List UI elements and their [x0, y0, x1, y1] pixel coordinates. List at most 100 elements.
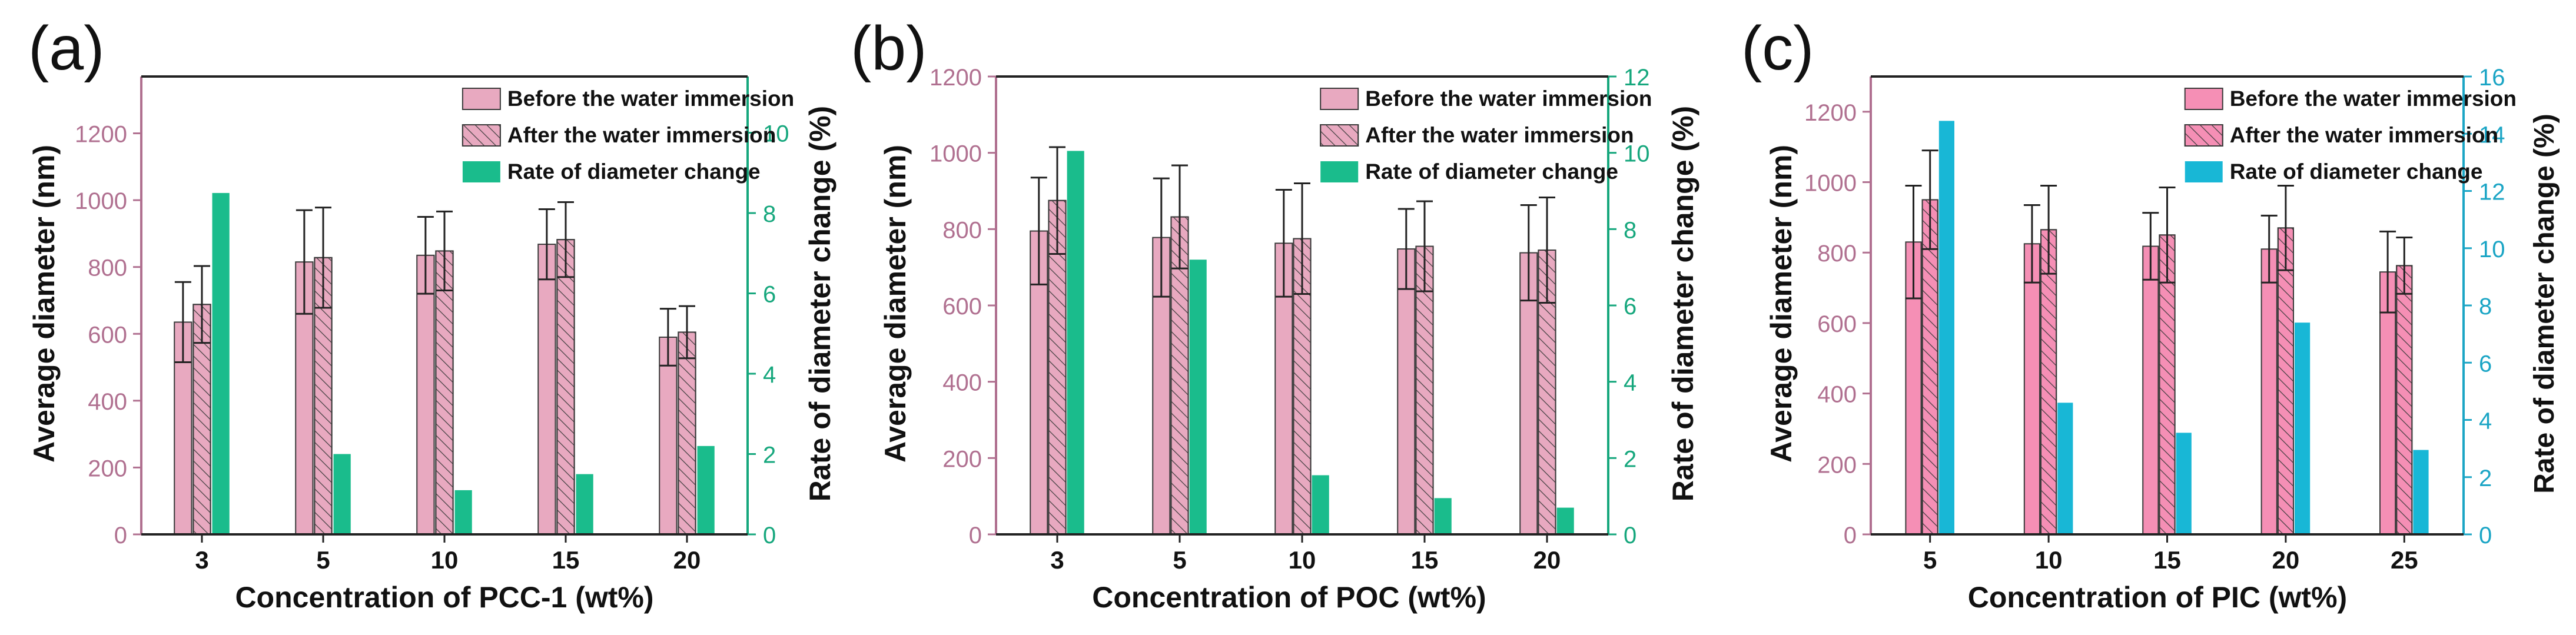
panel-c-plot: 5 10 15 20 25 0 200 400 600 800 1000 1200 0 2 4 6 8 10 12 1…	[1804, 65, 2517, 574]
y-tick-label-left: 400	[1817, 382, 1857, 408]
x-tick-label: 15	[2153, 546, 2181, 574]
legend-swatch	[1320, 161, 1359, 182]
legend-label: Before the water immersion	[507, 87, 794, 111]
x-tick-label: 15	[1411, 546, 1439, 574]
bar	[1189, 260, 1207, 534]
panel-a-plot: 3 5 10 15 200200400600800100012000246810Befo…	[75, 75, 794, 574]
y-tick-label-right: 4	[763, 362, 776, 388]
legend-label: Rate of diameter change	[507, 159, 761, 184]
bar	[2295, 323, 2311, 534]
y-tick-label-right: 8	[1624, 217, 1636, 243]
panel-b: (b) 3 5 10 15 200200400600800100012000246810…	[851, 14, 1699, 614]
y-tick-label-right: 4	[2479, 408, 2492, 434]
legend-label: Rate of diameter change	[1365, 159, 1618, 184]
y-tick-label-left: 1200	[75, 122, 127, 148]
bar	[454, 490, 472, 534]
panel-label: (c)	[1741, 14, 1814, 83]
y-tick-label-right: 16	[2479, 65, 2505, 91]
x-tick-label: 5	[316, 546, 330, 574]
y-tick-label-left: 200	[1817, 452, 1857, 478]
bar	[416, 254, 435, 535]
bar	[2413, 450, 2429, 534]
y-axis-title-right: Rate of diameter change (%)	[1667, 106, 1699, 501]
legend-label: Rate of diameter change	[2230, 159, 2483, 184]
y-tick-label-left: 800	[942, 217, 982, 243]
bar	[2176, 433, 2192, 534]
y-tick-label-right: 0	[1624, 523, 1636, 548]
y-axis-title-right: Rate of diameter change (%)	[2529, 114, 2560, 493]
y-tick-label-left: 600	[1817, 311, 1857, 337]
x-axis-title: Concentration of POC (wt%)	[1092, 581, 1486, 614]
x-tick-label: 3	[1050, 546, 1064, 574]
y-axis-title-left: Average diameter (nm)	[28, 145, 61, 463]
legend-label: After the water immersion	[1365, 123, 1634, 147]
y-tick-label-right: 2	[763, 443, 776, 468]
y-tick-label-right: 8	[2479, 294, 2492, 320]
bar-hatch	[2277, 227, 2294, 536]
x-tick-label: 10	[431, 546, 459, 574]
y-axis-title-left: Average diameter (nm)	[1765, 145, 1798, 463]
bar-hatch	[1048, 200, 1067, 536]
bar-hatch	[556, 239, 575, 535]
bar	[333, 454, 351, 534]
bar	[2023, 243, 2040, 535]
y-tick-label-right: 8	[763, 201, 776, 227]
x-tick-label: 3	[195, 546, 208, 574]
y-tick-label-left: 1000	[1804, 171, 1857, 197]
y-tick-label-right: 6	[763, 282, 776, 308]
panel-b-plot: 3 5 10 15 20020040060080010001200024681012Be…	[930, 65, 1652, 574]
legend-swatch	[2184, 88, 2223, 110]
bar	[576, 474, 593, 534]
legend-label: After the water immersion	[2230, 123, 2498, 147]
y-tick-label-right: 2	[1624, 446, 1636, 472]
bar	[2379, 271, 2396, 535]
y-tick-label-right: 2	[2479, 466, 2492, 491]
x-tick-label: 10	[1289, 546, 1316, 574]
x-tick-label: 15	[552, 546, 580, 574]
x-axis-title: Concentration of PIC (wt%)	[1968, 581, 2347, 614]
x-tick-label: 25	[2391, 546, 2418, 574]
bar-hatch	[1415, 245, 1434, 535]
bar-hatch	[678, 331, 696, 535]
bar	[697, 446, 715, 534]
x-tick-label: 20	[673, 546, 701, 574]
y-tick-label-left: 600	[942, 294, 982, 320]
bar	[1556, 507, 1574, 534]
bar	[1938, 121, 1954, 534]
y-tick-label-left: 200	[88, 456, 127, 481]
legend-swatch-hatch	[2184, 124, 2223, 147]
y-tick-label-left: 400	[88, 389, 127, 415]
x-tick-label: 20	[2272, 546, 2300, 574]
y-tick-label-right: 12	[2479, 179, 2505, 205]
y-tick-label-left: 800	[88, 255, 127, 281]
x-axis-title: Concentration of PCC-1 (wt%)	[235, 581, 653, 614]
legend-swatch-hatch	[462, 124, 501, 147]
y-tick-label-left: 600	[88, 322, 127, 348]
panel-label: (a)	[28, 14, 105, 83]
bar-hatch	[435, 250, 454, 535]
x-tick-label: 5	[1173, 546, 1186, 574]
y-tick-label-right: 10	[2479, 237, 2505, 262]
bar	[537, 244, 556, 535]
bar	[1397, 248, 1416, 535]
bar	[2142, 245, 2159, 535]
y-tick-label-left: 1200	[930, 65, 982, 91]
legend-label: Before the water immersion	[2230, 87, 2517, 111]
bar	[2057, 403, 2073, 534]
y-tick-label-left: 1000	[930, 141, 982, 167]
bar	[212, 192, 230, 534]
bar-hatch	[1921, 199, 1938, 535]
y-tick-label-right: 10	[763, 121, 789, 147]
y-axis-title-left: Average diameter (nm)	[879, 145, 912, 463]
y-tick-label-right: 12	[1624, 65, 1650, 91]
bar-hatch	[2040, 229, 2057, 536]
legend-swatch	[1320, 88, 1359, 110]
y-tick-label-left: 400	[942, 370, 982, 396]
y-tick-label-right: 0	[2479, 523, 2492, 548]
x-tick-label: 20	[1533, 546, 1561, 574]
legend-label: After the water immersion	[507, 123, 776, 147]
y-tick-label-left: 1000	[75, 188, 127, 214]
bar	[2260, 248, 2278, 535]
y-tick-label-right: 10	[1624, 141, 1650, 167]
